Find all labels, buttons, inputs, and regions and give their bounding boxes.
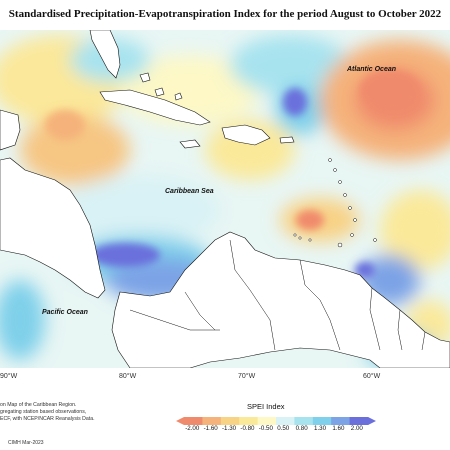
legend-swatch xyxy=(312,417,332,425)
legend-swatch xyxy=(294,417,314,425)
lesser-antilles xyxy=(293,158,377,248)
credit-line: on Map of the Caribbean Region. xyxy=(0,402,77,408)
cuba xyxy=(99,89,211,126)
legend-swatch xyxy=(184,417,203,425)
legend-arrow-high xyxy=(368,417,376,425)
jamaica xyxy=(179,139,201,149)
legend-tick-label: 1.30 xyxy=(314,425,327,432)
lon-tick-60w: 60°W xyxy=(363,373,381,380)
caribbean-sea-label: Caribbean Sea xyxy=(165,188,214,195)
legend-swatch xyxy=(257,417,277,425)
lon-tick-80w: 80°W xyxy=(119,373,137,380)
map-title: Standardised Precipitation-Evapotranspir… xyxy=(8,8,442,20)
legend-swatch xyxy=(349,417,369,425)
atlantic-ocean-label: Atlantic Ocean xyxy=(346,66,396,73)
legend-swatch xyxy=(220,417,240,425)
legend-tick-label: 2.00 xyxy=(350,425,363,432)
legend-tick-label: -0.50 xyxy=(258,425,273,432)
central-america xyxy=(0,157,106,299)
spei-color-field xyxy=(0,30,450,368)
spei-legend-colorbar xyxy=(176,413,376,431)
legend-tick-label: 1.60 xyxy=(332,425,345,432)
legend-tick-label: 0.80 xyxy=(295,425,308,432)
lon-tick-90w: 90°W xyxy=(0,373,18,380)
lon-tick-70w: 70°W xyxy=(238,373,256,380)
cimh-stamp: CIMH Mar-2023 xyxy=(8,440,44,446)
spei-map: Atlantic Ocean Caribbean Sea Pacific Oce… xyxy=(0,30,450,368)
legend-swatch xyxy=(331,417,351,425)
florida xyxy=(89,30,121,79)
pacific-ocean-label: Pacific Ocean xyxy=(42,309,88,316)
hispaniola xyxy=(221,124,271,146)
land-masses xyxy=(0,30,450,368)
puerto-rico xyxy=(279,136,295,144)
credit-line: ECF, with NCEP/NCAR Reanalysis Data. xyxy=(0,416,95,422)
south-america xyxy=(111,231,450,368)
data-credit: on Map of the Caribbean Region. gregatin… xyxy=(0,402,120,423)
country-borders xyxy=(129,239,426,351)
credit-line: gregating station based observations, xyxy=(0,409,87,415)
legend-swatch xyxy=(202,417,222,425)
bahamas xyxy=(139,72,183,101)
legend-swatch xyxy=(276,417,295,425)
legend-tick-label: -1.30 xyxy=(222,425,237,432)
mexico-yucatan xyxy=(0,109,21,151)
legend-swatch xyxy=(239,417,259,425)
legend-tick-label: -1.60 xyxy=(203,425,218,432)
legend-tick-label: -0.80 xyxy=(240,425,255,432)
legend-tick-label: -2.00 xyxy=(185,425,200,432)
legend-tick-label: 0.50 xyxy=(277,425,290,432)
legend-title: SPEI Index xyxy=(247,402,285,411)
legend-arrow-low xyxy=(176,417,184,425)
